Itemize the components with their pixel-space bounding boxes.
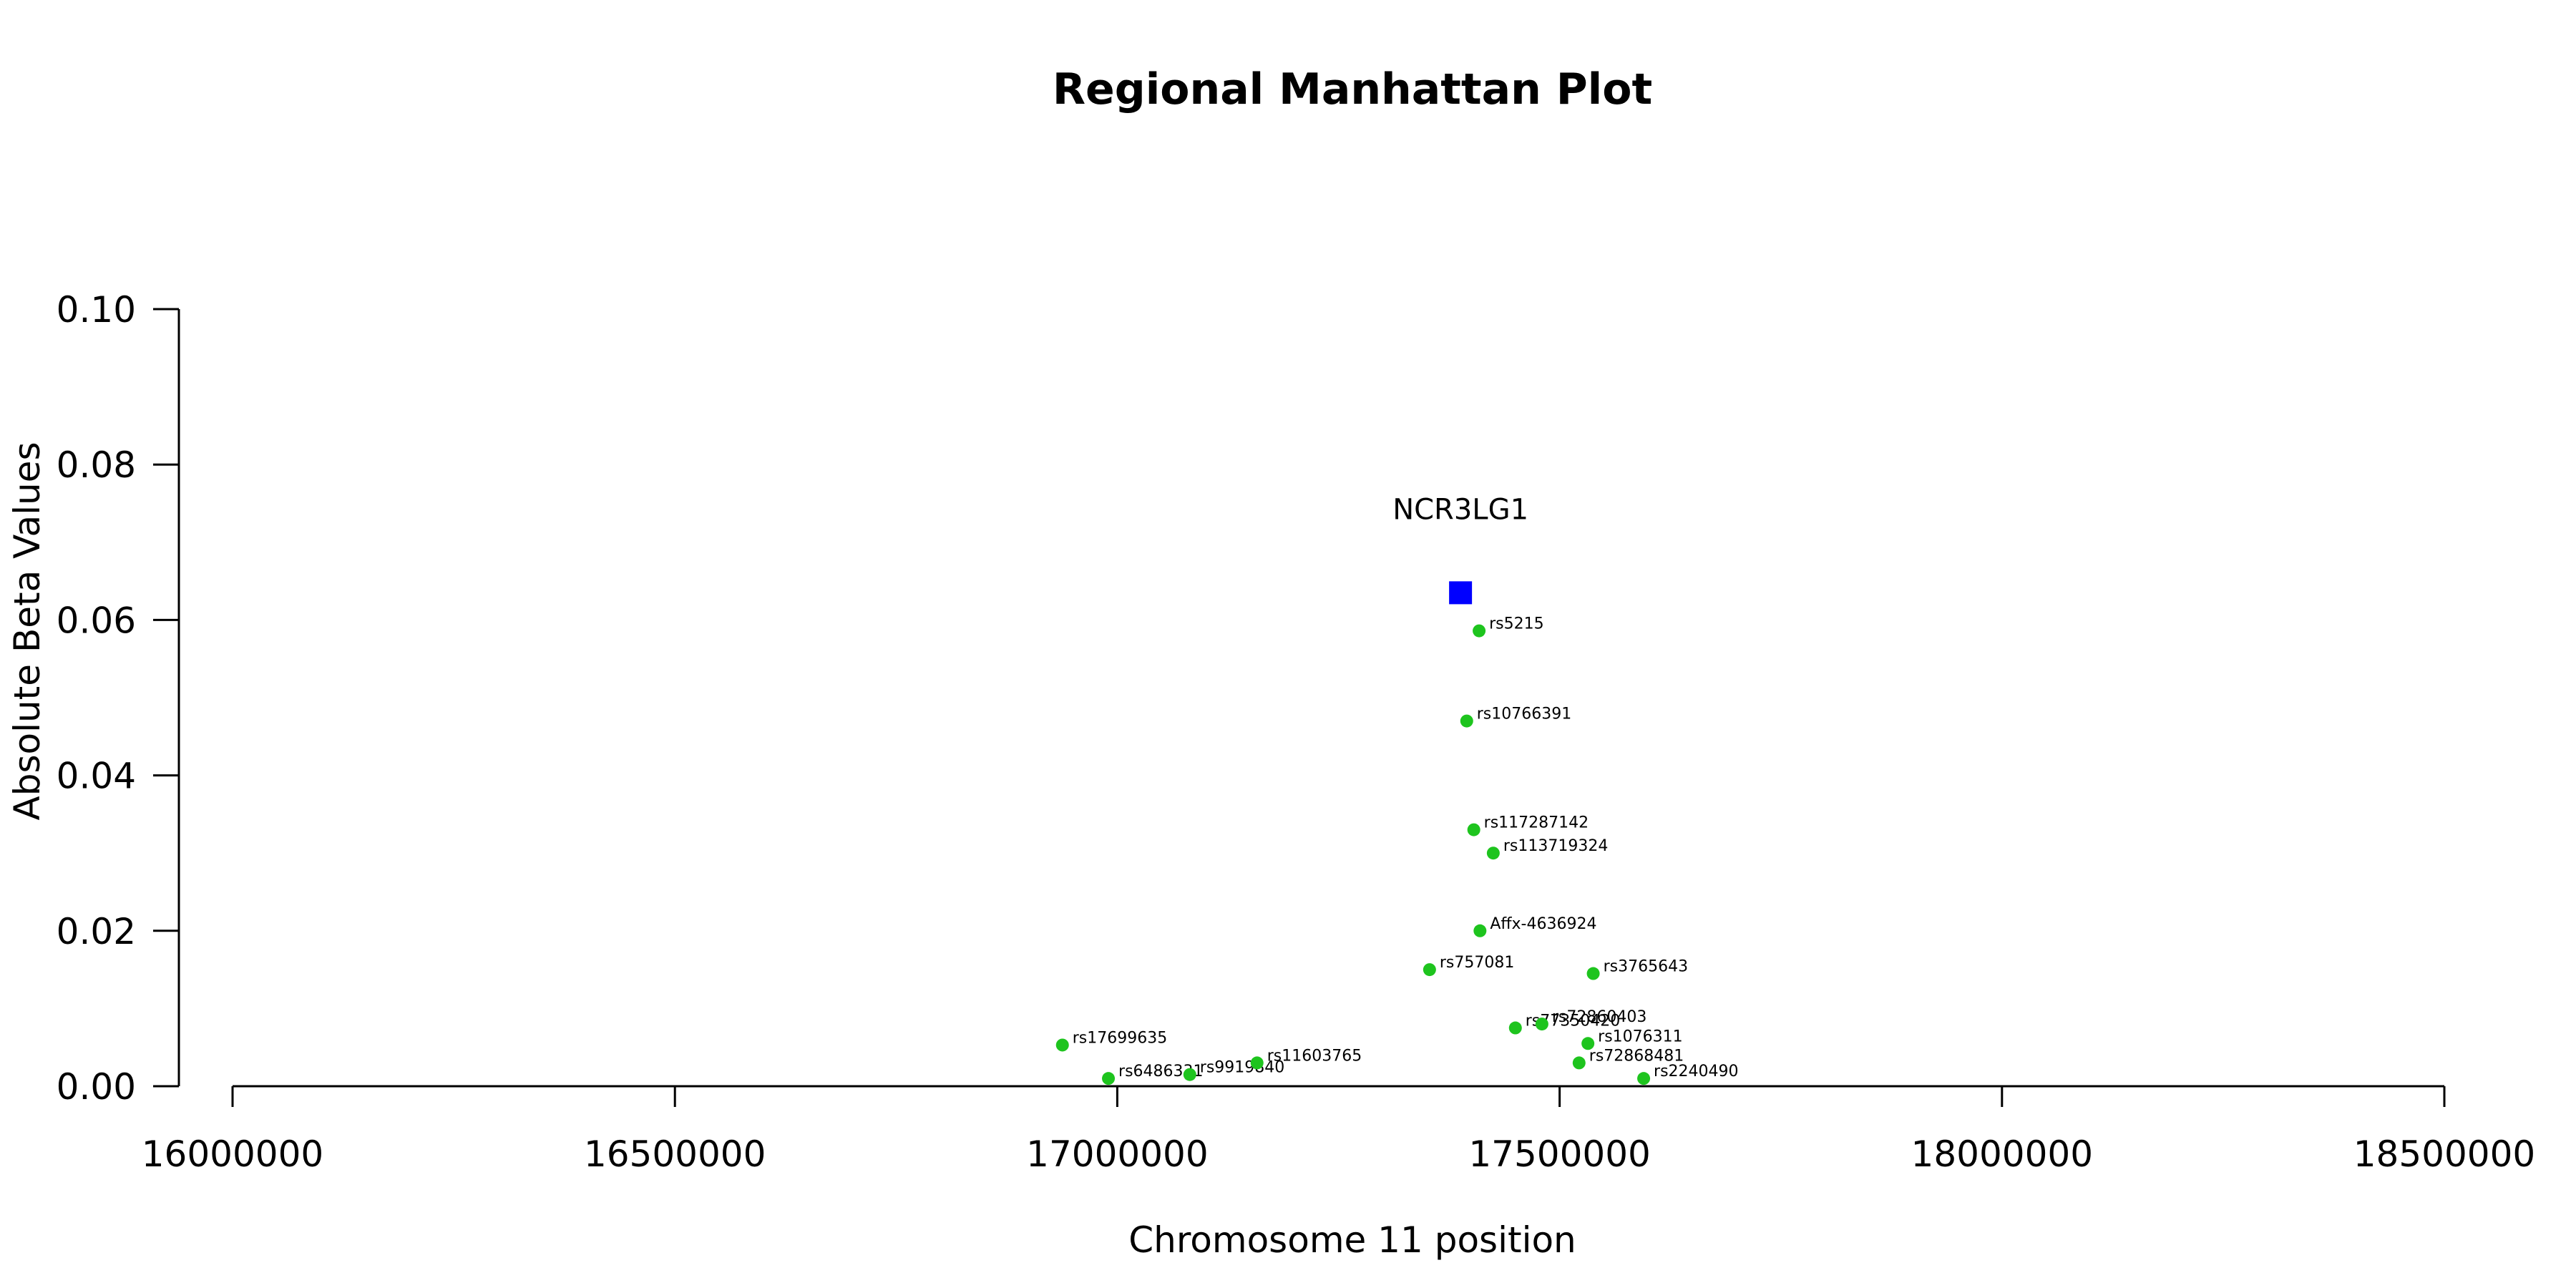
snp-label: rs17699635	[1073, 1029, 1167, 1047]
x-axis-ticks: 16000000 16500000 17000000 17500000 18000000…	[142, 1086, 2536, 1175]
snp-point	[1637, 1072, 1651, 1085]
x-tick-label: 16500000	[584, 1133, 766, 1175]
x-tick-label: 18000000	[1911, 1133, 2094, 1175]
snp-point	[1572, 1056, 1586, 1070]
gene-marker	[1449, 581, 1473, 605]
snp-point	[1183, 1068, 1196, 1081]
snp-label: rs113719324	[1503, 837, 1608, 855]
snp-point	[1460, 714, 1473, 728]
snp-point	[1473, 624, 1486, 638]
snp-label: rs11603765	[1267, 1047, 1362, 1065]
snp-label: rs72868481	[1589, 1047, 1684, 1065]
y-tick-label: 0.08	[57, 444, 136, 486]
snp-point	[1467, 823, 1480, 836]
snp-point	[1423, 963, 1436, 977]
x-tick-label: 16000000	[142, 1133, 324, 1175]
y-tick-label: 0.00	[57, 1066, 136, 1108]
snp-point	[1535, 1018, 1548, 1031]
snp-label: rs117287142	[1484, 814, 1589, 832]
snp-point	[1250, 1056, 1264, 1070]
gene-layer: NCR3LG1	[1392, 493, 1528, 605]
snp-point	[1581, 1037, 1595, 1050]
snp-label: rs9919840	[1200, 1059, 1285, 1077]
snp-label: rs757081	[1440, 954, 1514, 972]
chart-title: Regional Manhattan Plot	[1053, 64, 1652, 114]
snp-point	[1473, 924, 1487, 937]
x-tick-label: 17500000	[1468, 1133, 1651, 1175]
y-tick-label: 0.10	[57, 289, 136, 331]
snp-point	[1586, 967, 1600, 980]
snp-point	[1102, 1072, 1116, 1085]
snp-label: rs2240490	[1654, 1063, 1739, 1080]
y-axis-label: Absolute Beta Values	[6, 442, 48, 821]
gene-label: NCR3LG1	[1392, 493, 1528, 526]
snp-label: rs5215	[1489, 615, 1544, 633]
y-axis-ticks: 0.00 0.02 0.04 0.06 0.08 0.10	[57, 289, 179, 1108]
snp-label: rs72860403	[1552, 1008, 1646, 1026]
y-tick-label: 0.06	[57, 600, 136, 641]
snp-label: Affx-4636924	[1490, 915, 1596, 933]
x-tick-label: 17000000	[1026, 1133, 1209, 1175]
snp-label: rs1076311	[1598, 1028, 1683, 1045]
y-tick-label: 0.02	[57, 911, 136, 952]
snp-label: rs10766391	[1477, 706, 1571, 723]
snp-point	[1508, 1021, 1522, 1035]
x-tick-label: 18500000	[2353, 1133, 2536, 1175]
snp-point	[1055, 1038, 1069, 1052]
snp-layer: rs5215 rs10766391 rs117287142 rs113719324 Af…	[1055, 615, 1739, 1085]
snp-point	[1486, 847, 1500, 860]
y-tick-label: 0.04	[57, 756, 136, 797]
x-axis-label: Chromosome 11 position	[1128, 1219, 1576, 1261]
snp-label: rs3765643	[1604, 958, 1689, 976]
